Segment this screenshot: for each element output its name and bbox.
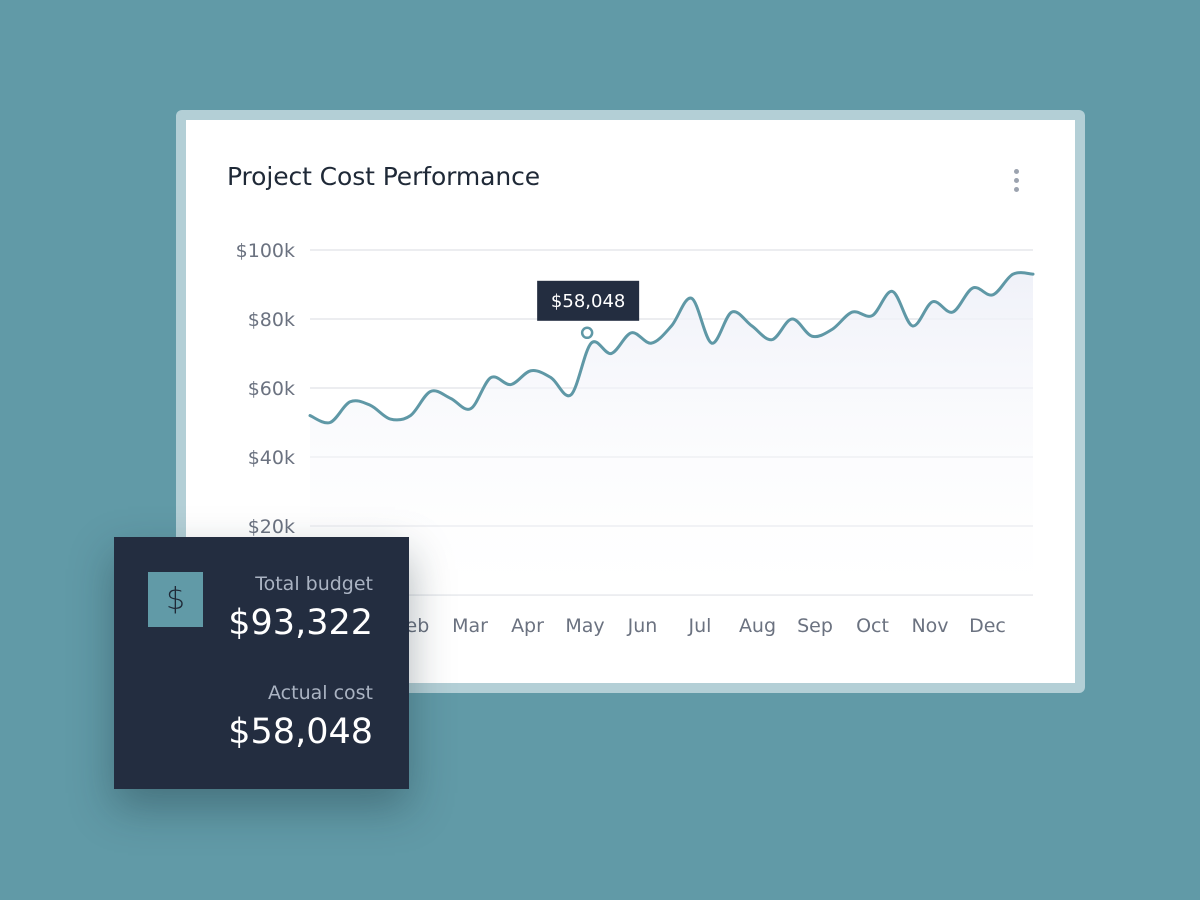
x-tick-label: Oct xyxy=(856,615,889,637)
x-tick-label: Jul xyxy=(688,615,712,637)
x-tick-label: Apr xyxy=(511,615,544,637)
actual-cost-label: Actual cost xyxy=(268,682,373,704)
dollar-icon: $ xyxy=(148,572,203,627)
more-vertical-icon[interactable] xyxy=(1008,164,1024,196)
x-tick-label: Mar xyxy=(452,615,488,637)
tooltip-box xyxy=(537,280,640,321)
total-budget-label: Total budget xyxy=(255,573,373,595)
actual-cost-value: $58,048 xyxy=(228,712,373,752)
x-tick-label: Sep xyxy=(797,615,833,637)
series-area xyxy=(310,272,1033,595)
tooltip-label: $58,048 xyxy=(551,291,625,312)
highlight-point xyxy=(580,326,594,340)
x-tick-label: Aug xyxy=(739,615,776,637)
budget-summary-panel: $ Total budget $93,322 Actual cost $58,0… xyxy=(114,537,409,789)
y-tick-label: $100k xyxy=(236,240,295,262)
x-tick-label: Nov xyxy=(911,615,948,637)
y-tick-label: $20k xyxy=(248,516,295,538)
y-tick-label: $60k xyxy=(248,378,295,400)
y-tick-label: $80k xyxy=(248,309,295,331)
total-budget-value: $93,322 xyxy=(228,603,373,643)
series-line xyxy=(308,271,1035,425)
x-tick-label: Dec xyxy=(969,615,1006,637)
y-tick-label: $40k xyxy=(248,447,295,469)
x-tick-label: Jun xyxy=(627,615,658,637)
card-title: Project Cost Performance xyxy=(227,162,541,191)
x-tick-label: May xyxy=(565,615,604,637)
